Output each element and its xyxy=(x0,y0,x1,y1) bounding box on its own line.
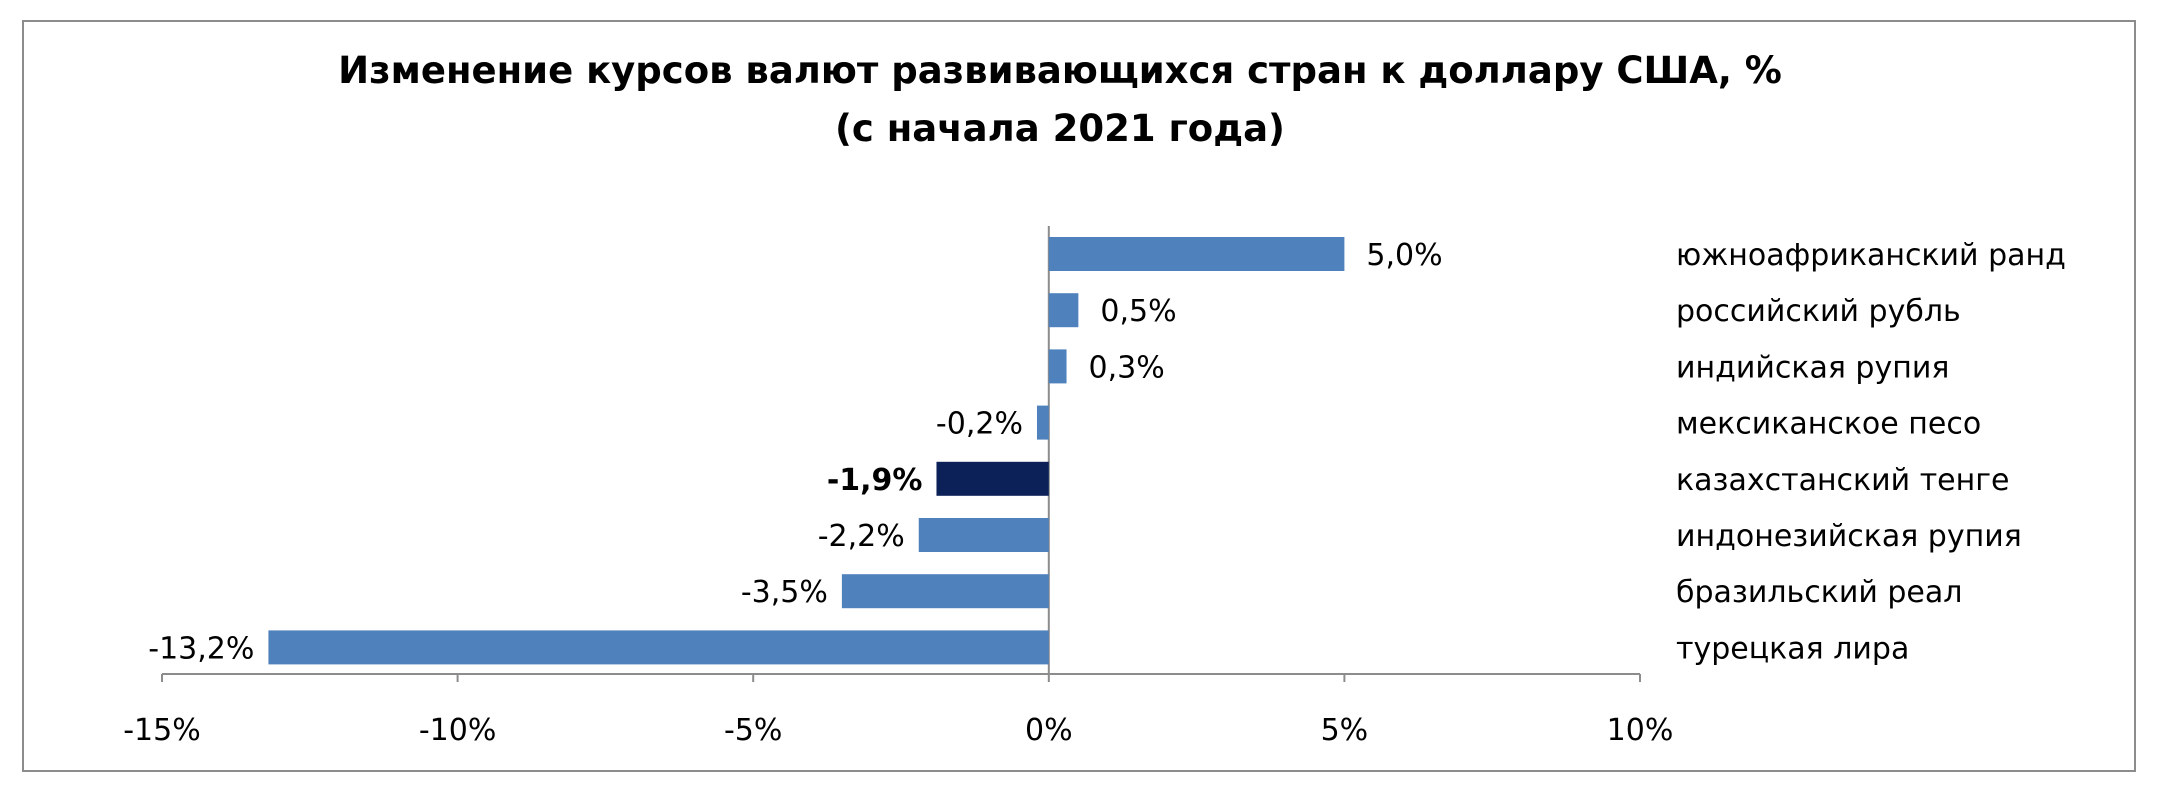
bar xyxy=(936,461,1049,496)
bar xyxy=(1048,293,1079,328)
data-label: 0,3% xyxy=(1089,350,1165,385)
bar xyxy=(841,574,1049,609)
bar xyxy=(1036,405,1049,440)
category-label: бразильский реал xyxy=(1676,575,1962,610)
plot-area: -15% -10% -5% 0% 5% 10% 5,0% южноафриканский ра… xyxy=(123,226,2066,748)
data-label: 0,5% xyxy=(1100,294,1176,329)
data-label: 5,0% xyxy=(1366,238,1442,273)
x-tick-label: 5% xyxy=(1321,713,1369,748)
category-label: мексиканское песо xyxy=(1676,407,1981,442)
data-label: -13,2% xyxy=(148,631,254,666)
data-label: -1,9% xyxy=(827,463,923,498)
bar xyxy=(918,518,1049,552)
bar xyxy=(1048,237,1345,271)
x-tick-label: -10% xyxy=(419,713,497,748)
data-label: -3,5% xyxy=(741,575,828,610)
chart-title: Изменение курсов валют развивающихся стр… xyxy=(338,49,1782,92)
bar xyxy=(1048,349,1067,384)
category-label: казахстанский тенге xyxy=(1676,463,2009,498)
x-tick-label: 0% xyxy=(1025,713,1073,748)
category-label: индийская рупия xyxy=(1676,350,1949,385)
x-tick-label: 10% xyxy=(1607,713,1674,748)
category-label: российский рубль xyxy=(1676,294,1961,329)
data-label: -2,2% xyxy=(818,519,905,554)
bar xyxy=(268,630,1049,665)
chart-subtitle: (с начала 2021 года) xyxy=(835,107,1285,150)
data-label: -0,2% xyxy=(936,407,1023,442)
category-label: турецкая лира xyxy=(1676,631,1909,666)
x-tick-label: -15% xyxy=(123,713,201,748)
category-label: индонезийская рупия xyxy=(1676,519,2022,554)
x-tick-label: -5% xyxy=(724,713,782,748)
category-label: южноафриканский ранд xyxy=(1676,238,2066,273)
